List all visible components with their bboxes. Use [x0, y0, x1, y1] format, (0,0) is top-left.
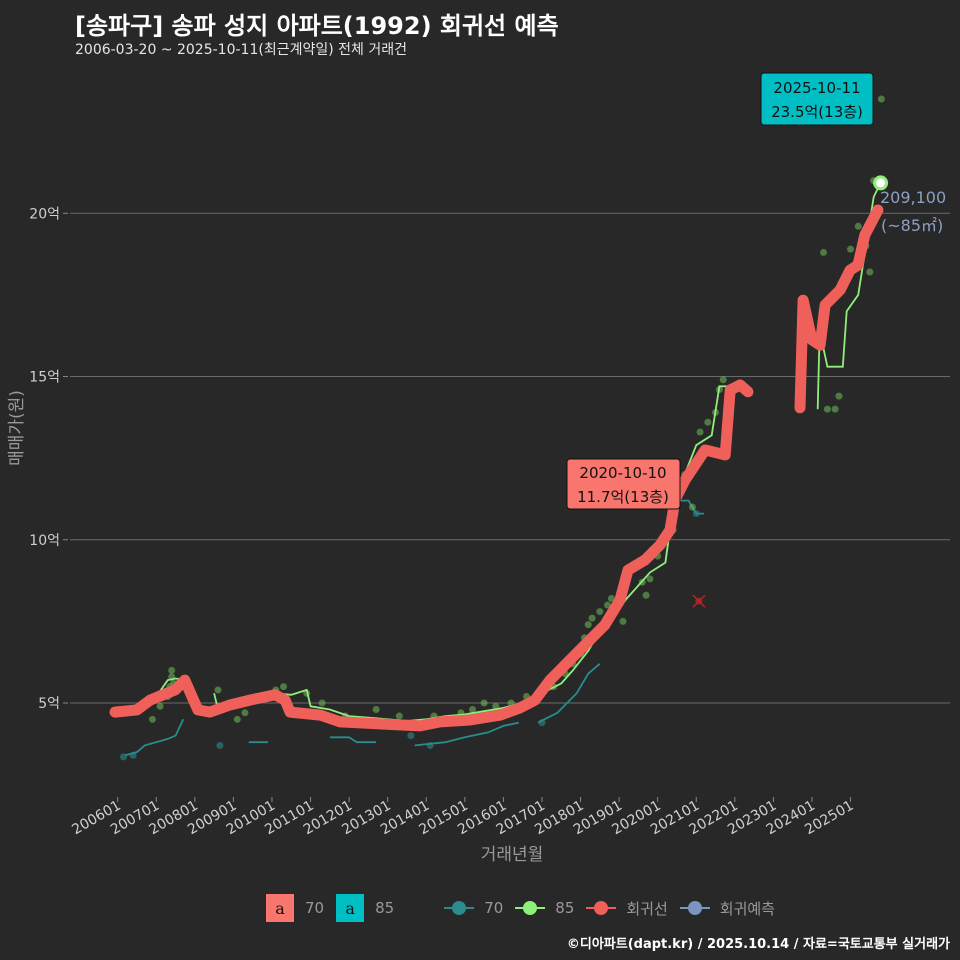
scatter-point-85: [820, 248, 828, 256]
x-axis-label: 거래년월: [481, 845, 544, 865]
y-tick-labels: 5억 10억 15억 20억: [29, 206, 60, 712]
forecast-value-label: 209,100: [880, 188, 946, 207]
scatter-point-85: [318, 699, 326, 707]
scatter-point-85: [877, 95, 885, 103]
scatter-points: [119, 95, 885, 761]
scatter-point-85: [704, 418, 712, 426]
regression-lines: [109, 204, 884, 732]
x-tick-labels: 2006012007012008012009012010012011012012…: [69, 797, 857, 838]
series-70-line: [329, 736, 377, 744]
series-85-line: [213, 385, 747, 722]
scatter-point-85: [280, 683, 288, 691]
scatter-point-85: [584, 621, 592, 629]
series-70-line: [414, 721, 519, 747]
scatter-point-85: [233, 715, 241, 723]
scatter-point-85: [607, 595, 615, 603]
outlier-x-icon: [692, 594, 706, 608]
legend-line-85-label: 85: [555, 899, 575, 917]
footer-credit: ©디아파트(dapt.kr) / 2025.10.14 / 자료=국토교통부 실…: [566, 937, 950, 952]
annotation-2025-date: 2025-10-11: [773, 79, 860, 97]
legend-regression-icon: [586, 900, 617, 916]
scatter-point-85: [646, 575, 654, 583]
legend-forecast-icon: [679, 900, 710, 916]
legend-fill-85-label: 85: [375, 899, 395, 917]
scatter-point-85: [696, 428, 704, 436]
scatter-point-85: [156, 702, 164, 710]
scatter-point-85: [480, 699, 488, 707]
y-tick-label: 15억: [29, 370, 60, 386]
scatter-point-85: [241, 709, 249, 717]
scatter-point-85: [372, 706, 380, 714]
series-70-line: [537, 663, 601, 724]
legend-fill-85-swatch: a: [336, 894, 365, 922]
legend: a 70 a 85 70 85 회귀선 회귀예측: [266, 894, 787, 922]
scatter-point-70: [538, 719, 546, 727]
annotation-2020-date: 2020-10-10: [579, 464, 666, 482]
scatter-point-85: [148, 715, 156, 723]
scatter-point-85: [168, 666, 176, 674]
legend-line-85-icon: [515, 900, 546, 916]
scatter-point-70: [407, 732, 415, 740]
scatter-point-85: [588, 614, 596, 622]
legend-forecast-label: 회귀예측: [719, 899, 775, 918]
scatter-point-70: [692, 510, 700, 518]
legend-fill-70-label: 70: [305, 899, 325, 917]
annotation-2020-box: [566, 458, 681, 510]
legend-regression-label: 회귀선: [626, 899, 668, 918]
latest-point-marker: [873, 175, 889, 191]
legend-line-70-icon: [444, 900, 475, 916]
regression-line: [794, 204, 884, 414]
scatter-point-85: [395, 712, 403, 720]
scatter-point-85: [214, 686, 222, 694]
scatter-point-85: [719, 376, 727, 384]
regression-line: [109, 379, 754, 732]
annotation-2020-price: 11.7억(13층): [577, 488, 669, 506]
scatter-point-85: [688, 503, 696, 511]
y-tick-label: 5억: [38, 696, 60, 712]
legend-line-70-label: 70: [484, 899, 504, 917]
scatter-point-85: [866, 268, 874, 276]
forecast-area-label: (~85㎡): [881, 216, 943, 235]
annotation-2025-box: [760, 72, 874, 126]
scatter-point-70: [426, 741, 434, 749]
scatter-point-85: [604, 601, 612, 609]
scatter-point-85: [469, 706, 477, 714]
scatter-point-85: [835, 392, 843, 400]
page-title: [송파구] 송파 성지 아파트(1992) 회귀선 예측: [75, 12, 559, 40]
annotation-2025-price: 23.5억(13층): [771, 103, 863, 121]
scatter-point-70: [119, 753, 127, 761]
scatter-point-85: [831, 405, 839, 413]
scatter-point-85: [823, 405, 831, 413]
scatter-point-85: [642, 591, 650, 599]
scatter-point-85: [619, 617, 627, 625]
legend-fill-70-swatch: a: [266, 894, 294, 922]
series-70-line: [125, 718, 185, 757]
scatter-point-85: [854, 222, 862, 230]
series-85-lines: [129, 182, 882, 722]
scatter-point-85: [596, 608, 604, 616]
y-tick-label: 20억: [29, 206, 60, 222]
grid-lines: [63, 212, 950, 704]
annotation-2020: 2020-10-10 11.7억(13층): [566, 458, 681, 510]
highlight-marks: [692, 175, 889, 608]
annotation-2025: 2025-10-11 23.5억(13층): [760, 72, 874, 126]
scatter-point-70: [216, 741, 224, 749]
page-subtitle: 2006-03-20 ~ 2025-10-11(최근계약일) 전체 거래건: [75, 42, 407, 58]
y-tick-label: 10억: [29, 533, 60, 549]
scatter-point-70: [129, 751, 137, 759]
y-axis-label: 매매가(원): [7, 390, 27, 466]
scatter-point-85: [847, 245, 855, 253]
